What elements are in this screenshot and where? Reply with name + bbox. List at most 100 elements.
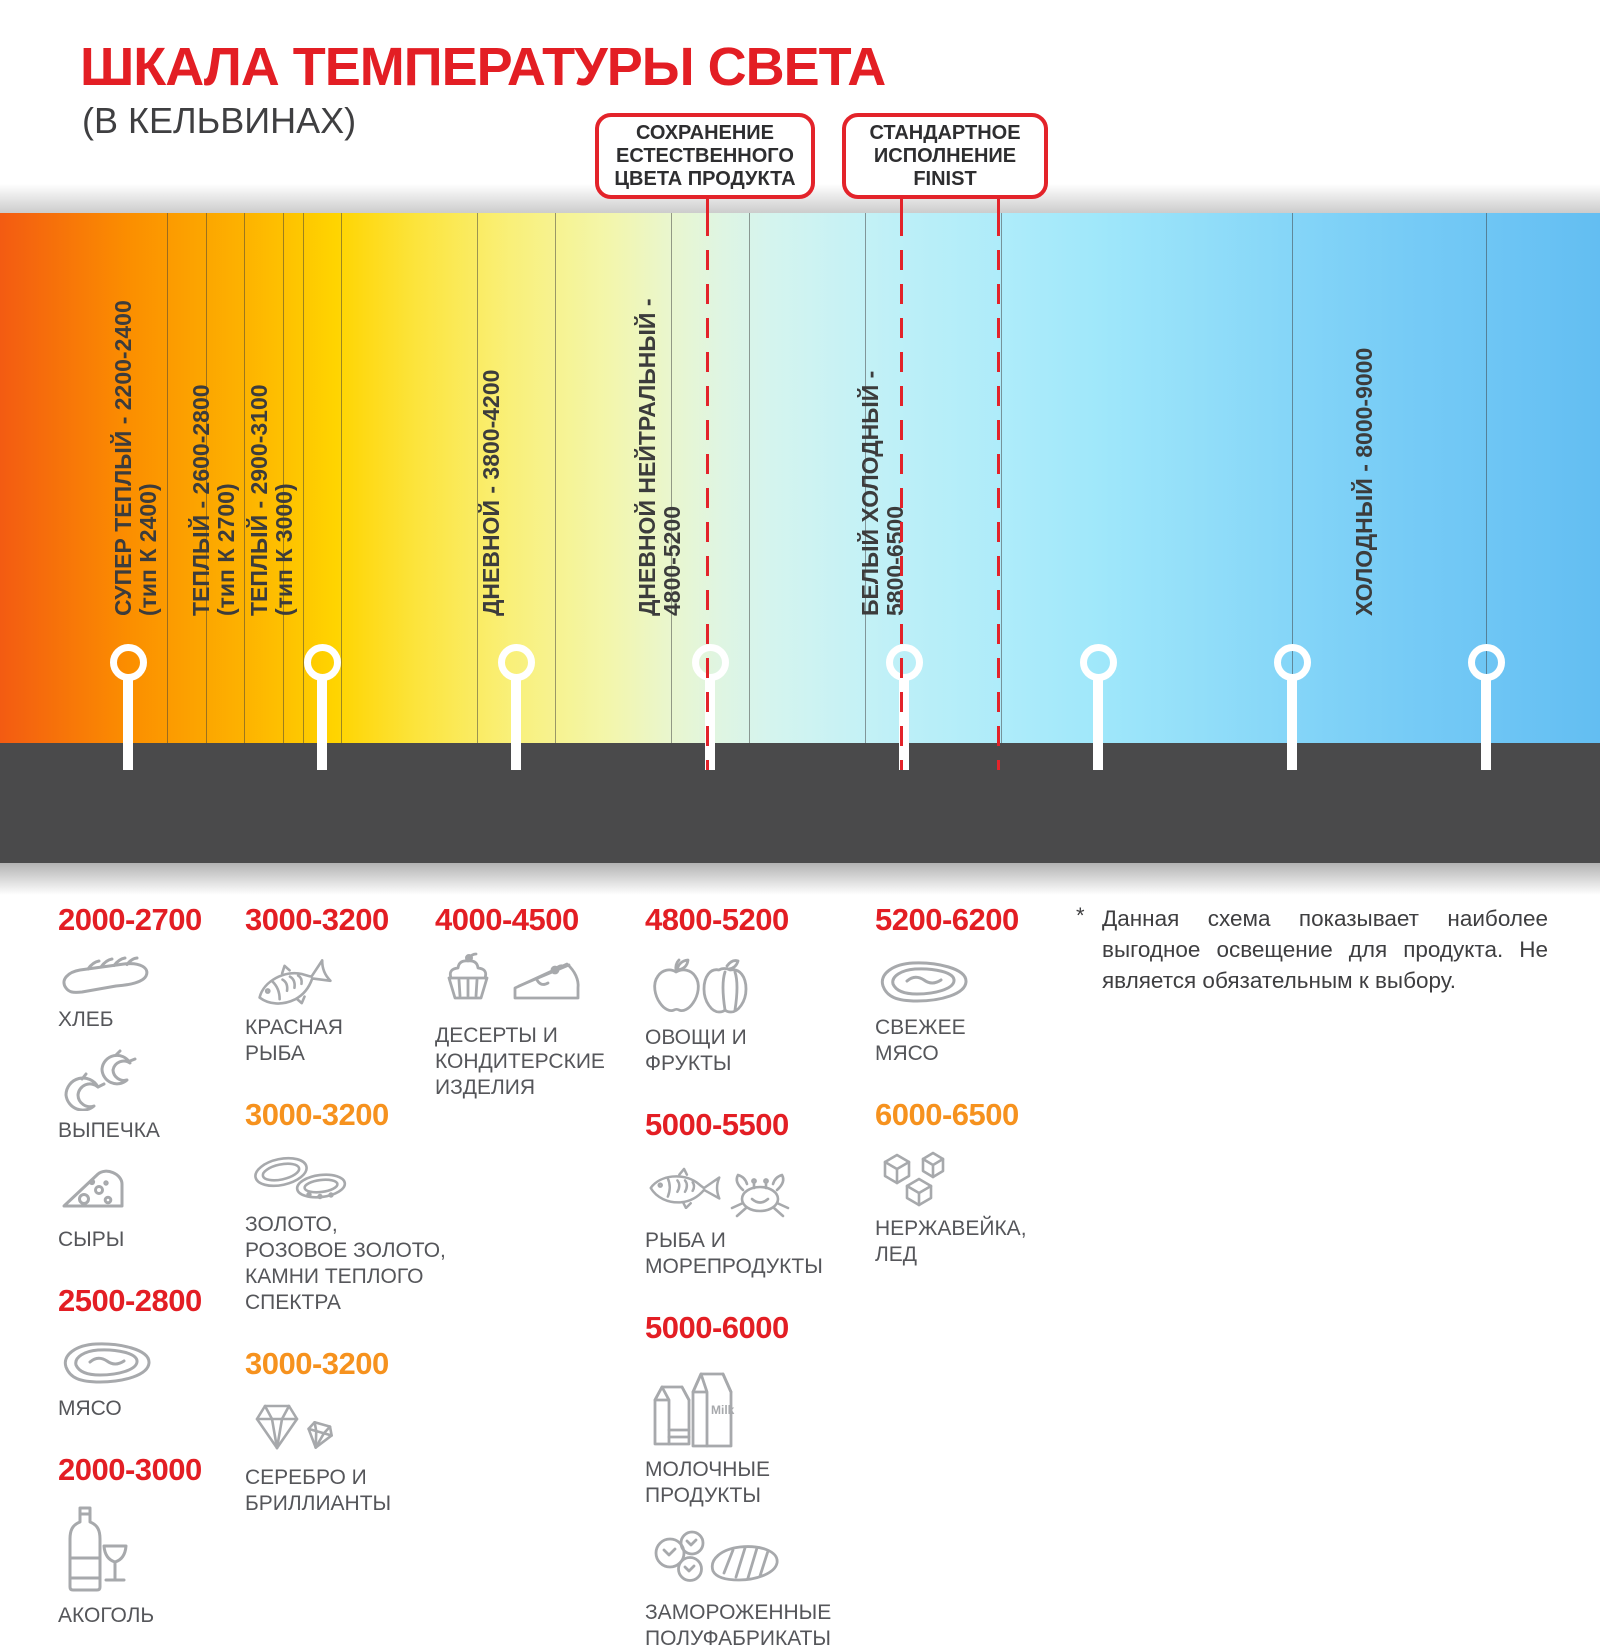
category-label: ВЫПЕЧКА	[58, 1119, 160, 1142]
range-boundary-line	[302, 213, 304, 743]
tick-label: 3000	[261, 1535, 384, 1598]
category-item: МЯСО	[58, 1333, 243, 1422]
range-label-2: ТЕПЛЫЙ - 2900-3100 (тип К 3000)	[246, 234, 297, 616]
page-title: ШКАЛА ТЕМПЕРАТУРЫ СВЕТА	[80, 37, 886, 97]
dessert-icon	[435, 952, 585, 1016]
category-label: АКОГОЛЬ	[58, 1604, 155, 1627]
category-item: ВЫПЕЧКА	[58, 1047, 243, 1144]
band-top-shadow	[0, 184, 1600, 213]
fish-icon	[244, 942, 343, 1025]
range-label-5: БЕЛЫЙ ХОЛОДНЫЙ -5800-6500	[857, 234, 909, 616]
range-heading: 5000-5500	[645, 1107, 789, 1142]
page-subtitle: (В КЕЛЬВИНАХ)	[82, 100, 357, 141]
category-item: ХЛЕБ	[58, 952, 243, 1033]
range-heading: 4000-4500	[435, 902, 579, 937]
range-label-line: (тип К 2400)	[135, 483, 162, 616]
ice-icon	[875, 1147, 971, 1209]
category-item: РЫБА И МОРЕПРОДУКТЫ	[645, 1157, 870, 1280]
range-label-line: БЕЛЫЙ ХОЛОДНЫЙ -	[857, 370, 884, 616]
range-label-3: ДНЕВНОЙ - 3800-4200	[477, 234, 504, 616]
range-heading: 2000-3000	[58, 1452, 202, 1487]
category-item: ЗОЛОТО, РОЗОВОЕ ЗОЛОТО, КАМНИ ТЕПЛОГО СП…	[245, 1147, 460, 1316]
range-label-line: 4800-5200	[659, 506, 685, 616]
category-label: ЗОЛОТО, РОЗОВОЕ ЗОЛОТО, КАМНИ ТЕПЛОГО СП…	[245, 1213, 446, 1314]
category-label: СЫРЫ	[58, 1228, 125, 1251]
range-label-line: ТЕПЛЫЙ - 2600-2800	[187, 384, 214, 616]
kelvin-axis-bar: 2000 3000 4000 5000 6000 7000 8000 9000	[0, 743, 1600, 1598]
range-label-1: ТЕПЛЫЙ - 2600-2800 (тип К 2700)	[187, 234, 239, 616]
produce-icon	[645, 952, 753, 1018]
milk-icon	[645, 1360, 737, 1450]
alcohol-icon	[58, 1502, 130, 1596]
range-label-line: ХОЛОДНЫЙ - 8000-9000	[1350, 347, 1377, 616]
diamond-icon	[245, 1396, 341, 1458]
range-heading: 5000-6000	[645, 1310, 789, 1345]
category-label: ХЛЕБ	[58, 1008, 114, 1031]
range-label-line: (тип К 2700)	[212, 483, 239, 616]
range-boundary-line	[748, 213, 750, 743]
range-heading: 2000-2700	[58, 902, 202, 937]
category-item: ЗАМОРОЖЕННЫЕ ПОЛУФАБРИКАТЫ	[645, 1523, 870, 1652]
footnote: * Данная схема показывает наиболее выгод…	[1076, 903, 1548, 996]
category-item: ОВОЩИ И ФРУКТЫ	[645, 952, 870, 1077]
category-item: НЕРЖАВЕЙКА, ЛЕД	[875, 1147, 1070, 1268]
range-boundary-line	[1292, 213, 1293, 743]
cheese-icon	[58, 1158, 130, 1220]
range-boundary-line	[865, 213, 867, 743]
category-column-2: 3000-3200 КРАСНАЯ РЫБА 3000-3200 ЗОЛОТО, РО…	[245, 902, 460, 1517]
category-label: РЫБА И МОРЕПРОДУКТЫ	[645, 1229, 823, 1278]
range-boundary-line	[244, 213, 246, 743]
range-boundary-line	[166, 213, 168, 743]
category-label: ЗАМОРОЖЕННЫЕ ПОЛУФАБРИКАТЫ	[645, 1601, 832, 1650]
footnote-marker: *	[1076, 903, 1085, 928]
tick-label: 9000	[1425, 1535, 1548, 1598]
pastry-icon	[58, 1047, 150, 1111]
gold-icon	[245, 1147, 357, 1205]
range-label-4: ДНЕВНОЙ НЕЙТРАЛЬНЫЙ -4800-5200	[634, 234, 685, 617]
category-item: МОЛОЧНЫЕ ПРОДУКТЫ	[645, 1360, 870, 1509]
range-boundary-line	[341, 213, 343, 743]
bar-bottom-shadow	[0, 863, 1600, 895]
category-label: МЯСО	[58, 1397, 122, 1420]
category-label: СВЕЖЕЕ МЯСО	[875, 1016, 966, 1065]
tick-label: 8000	[1231, 1535, 1354, 1598]
range-label-line: (тип К 3000)	[271, 483, 297, 616]
tick-label: 7000	[1037, 1535, 1160, 1598]
tick-label: 6000	[843, 1535, 966, 1598]
range-heading: 3000-3200	[245, 1346, 389, 1381]
category-label: ДЕСЕРТЫ И КОНДИТЕРСКИЕ ИЗДЕЛИЯ	[435, 1024, 605, 1099]
range-label-line: ДНЕВНОЙ НЕЙТРАЛЬНЫЙ -	[634, 298, 660, 617]
tick-label: 4000	[455, 1535, 578, 1598]
category-item: СЕРЕБРО И БРИЛЛИАНТЫ	[245, 1396, 460, 1517]
range-boundary-line	[1486, 213, 1487, 743]
range-boundary-line	[671, 213, 673, 743]
range-heading: 3000-3200	[245, 1097, 389, 1132]
category-column-5: 5200-6200 СВЕЖЕЕ МЯСО 6000-6500 НЕРЖАВЕЙКА,…	[875, 902, 1070, 1268]
category-label: ОВОЩИ И ФРУКТЫ	[645, 1026, 747, 1075]
range-label-6: ХОЛОДНЫЙ - 8000-9000	[1350, 234, 1377, 616]
tick-label: 2000	[67, 1535, 190, 1598]
range-label-line: СУПЕР ТЕПЛЫЙ - 2200-2400	[110, 300, 137, 616]
range-boundary-line	[205, 213, 207, 743]
frozen-icon	[645, 1523, 785, 1593]
range-label-line: 5800-6500	[882, 506, 909, 616]
range-boundary-line	[1001, 213, 1002, 743]
category-column-4: 4800-5200 ОВОЩИ И ФРУКТЫ 5000-5500 РЫБА И М…	[645, 902, 870, 1652]
category-item: КРАСНАЯ РЫБА	[245, 952, 460, 1067]
bread-icon	[58, 952, 154, 1000]
category-item: АКОГОЛЬ	[58, 1502, 243, 1629]
range-label-line: ТЕПЛЫЙ - 2900-3100	[246, 384, 272, 616]
category-column-1: 2000-2700 ХЛЕБ ВЫПЕЧКА СЫРЫ 2500-2800 МЯСО 200…	[58, 902, 243, 1629]
range-heading: 4800-5200	[645, 902, 789, 937]
range-boundary-line	[554, 213, 556, 743]
meat-icon	[58, 1333, 158, 1389]
range-boundary-line	[283, 213, 285, 743]
range-boundary-line	[477, 213, 479, 743]
range-heading: 5200-6200	[875, 902, 1019, 937]
seafood-icon	[645, 1157, 795, 1221]
category-item: СЫРЫ	[58, 1158, 243, 1253]
category-item: СВЕЖЕЕ МЯСО	[875, 952, 1070, 1067]
range-heading: 6000-6500	[875, 1097, 1019, 1132]
range-label-line: ДНЕВНОЙ - 3800-4200	[477, 369, 504, 616]
category-column-3: 4000-4500 ДЕСЕРТЫ И КОНДИТЕРСКИЕ ИЗДЕЛИЯ	[435, 902, 650, 1101]
